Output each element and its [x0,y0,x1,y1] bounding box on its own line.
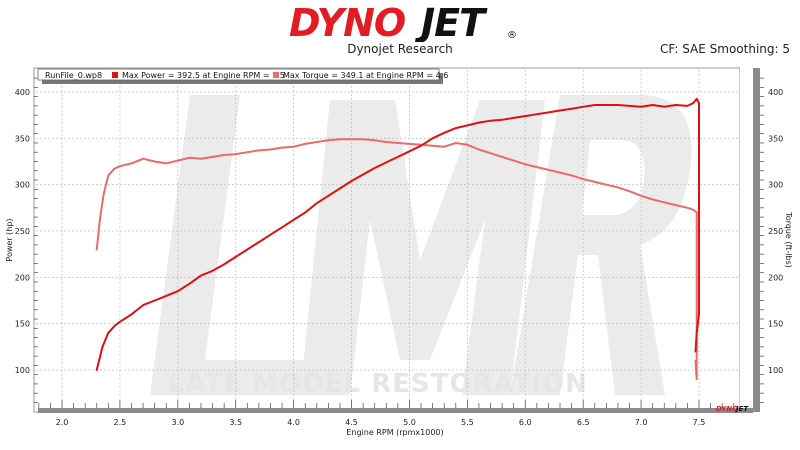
x-tick-label: 5.5 [461,418,474,427]
registered-mark: ® [507,30,517,41]
x-tick-label: 6.0 [519,418,532,427]
x-axis-title: Engine RPM (rpmx1000) [346,428,443,437]
y2-tick-label: 250 [768,227,783,236]
y-tick-label: 100 [15,366,30,375]
correction-factor: CF: SAE Smoothing: 5 [659,42,790,56]
lmr-watermark: LATE MODEL RESTORATION [150,95,692,399]
y2-tick-label: 100 [768,366,783,375]
y2-tick-label: 350 [768,134,783,143]
legend-torque-swatch [273,72,279,78]
x-tick-label: 2.5 [114,418,127,427]
x-tick-label: 3.0 [171,418,184,427]
watermark-text: LATE MODEL RESTORATION [168,369,588,399]
y2-tick-label: 200 [768,273,783,282]
y-axis-title: Power (hp) [5,218,14,261]
y-tick-label: 250 [15,227,30,236]
x-tick-label: 7.5 [693,418,706,427]
legend-power-label: Max Power = 392.5 at Engine RPM = 7.5 [122,71,285,80]
x-tick-label: 4.0 [287,418,300,427]
logo-jet: JET [414,2,488,42]
bottom-axis-bar [38,408,753,413]
y-tick-label: 300 [15,181,30,190]
legend-box [37,68,440,81]
right-axis-bar [753,68,760,412]
x-tick-label: 3.5 [229,418,242,427]
legend: RunFile_0.wp8 Max Power = 392.5 at Engin… [37,68,448,84]
y2-tick-label: 400 [768,88,783,97]
dynojet-logo: DYNO JET ® [283,1,523,45]
axis-ticks: 2.0 2.5 3.0 3.5 4.0 4.5 5.0 5.5 6.0 6.5 7.0 7.5 100 1… [15,77,783,427]
power-curve [95,97,700,371]
x-tick-label: 6.5 [577,418,590,427]
torque-curve [95,138,698,381]
y-tick-label: 400 [15,88,30,97]
watermark-R [510,95,692,395]
corner-logo-red: DYNO [716,405,738,413]
legend-run-file: RunFile_0.wp8 [45,71,102,80]
x-tick-label: 7.0 [635,418,648,427]
y-tick-label: 150 [15,320,30,329]
x-tick-label: 2.0 [56,418,69,427]
logo-dyno: DYNO [289,2,405,42]
watermark-M [300,100,545,395]
x-tick-label: 4.5 [345,418,358,427]
y-tick-label: 200 [15,273,30,282]
y2-axis-title: Torque (ft-lbs) [784,211,793,268]
y2-tick-label: 150 [768,320,783,329]
chart-subtitle: Dynojet Research [347,42,453,56]
legend-torque-label: Max Torque = 349.1 at Engine RPM = 4.6 [283,71,448,80]
legend-power-swatch [112,72,118,78]
corner-dynojet-logo: DYNO JET [716,405,749,413]
y2-tick-label: 300 [768,181,783,190]
x-tick-label: 5.0 [403,418,416,427]
right-gap [740,68,753,412]
y-tick-label: 350 [15,134,30,143]
curves [95,97,700,381]
watermark-L [150,95,320,395]
grid-lines [36,70,740,408]
corner-logo-black: JET [734,405,749,413]
